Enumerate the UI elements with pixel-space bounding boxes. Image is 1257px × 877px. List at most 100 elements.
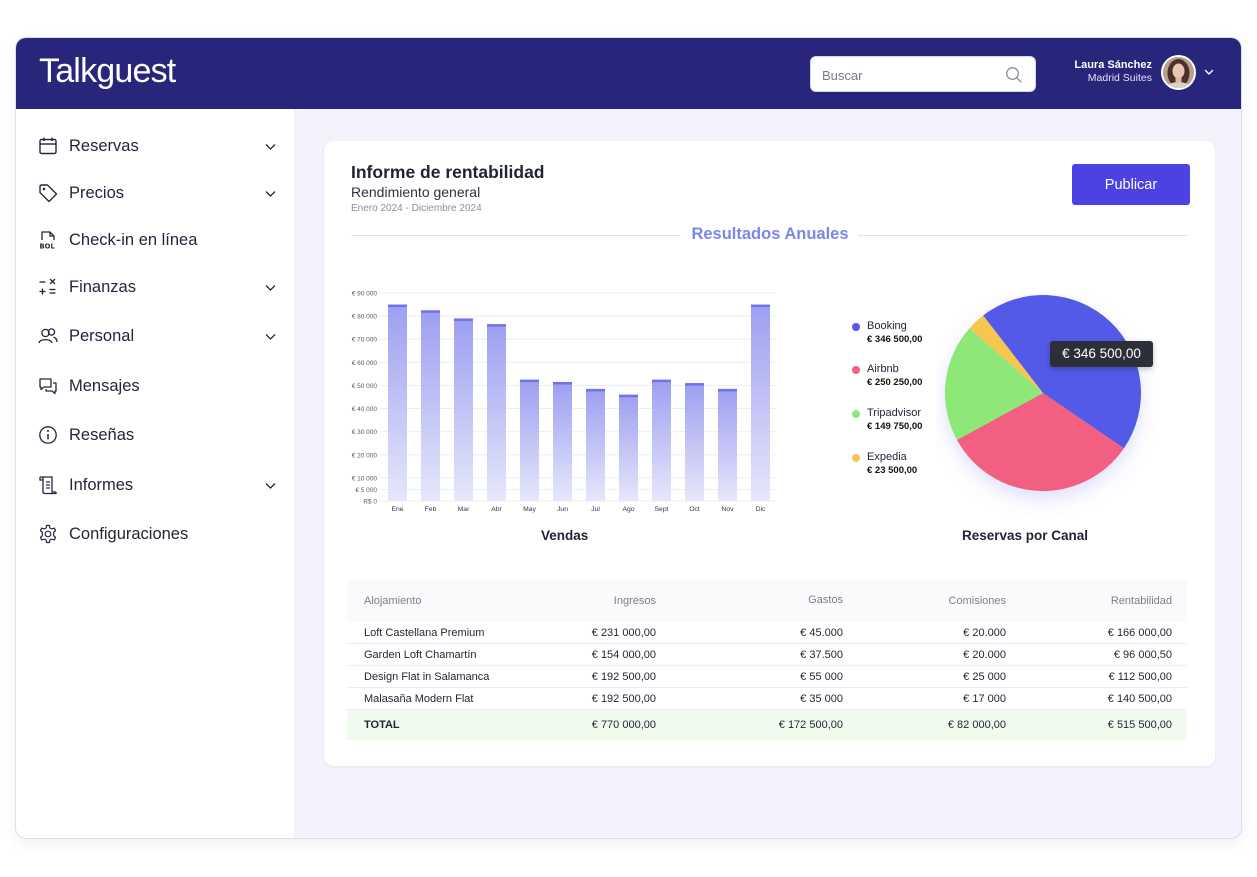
cell-alojamiento: Design Flat in Salamanca bbox=[364, 671, 490, 683]
column-header-gastos[interactable]: Gastos bbox=[808, 594, 843, 606]
cell-comisiones: € 25 000 bbox=[963, 671, 1006, 683]
pie-slices bbox=[945, 295, 1141, 491]
publish-button[interactable]: Publicar bbox=[1072, 164, 1190, 205]
y-tick-label: € 30 000 bbox=[352, 429, 378, 436]
calendar-icon bbox=[39, 137, 57, 155]
sidebar-item-mensajes[interactable]: Mensajes bbox=[38, 371, 280, 401]
tag-icon bbox=[39, 184, 58, 203]
chevron-down-icon[interactable] bbox=[1203, 66, 1215, 78]
column-header-comisiones[interactable]: Comisiones bbox=[948, 595, 1006, 607]
pie-slice-booking[interactable] bbox=[983, 295, 1141, 449]
y-tick-label: € 90 000 bbox=[352, 291, 378, 298]
y-tick-label: R$ 0 bbox=[363, 499, 377, 506]
y-tick-label: € 60 000 bbox=[352, 360, 378, 367]
bar-cap bbox=[487, 324, 506, 327]
sidebar-item-checkin[interactable]: BOL Check-in en línea bbox=[38, 225, 280, 255]
bar-oct[interactable] bbox=[685, 383, 704, 501]
sidebar-item-precios[interactable]: Precios bbox=[38, 178, 280, 208]
user-info[interactable]: Laura Sánchez Madrid Suites bbox=[1074, 59, 1152, 85]
legend-label: Tripadvisor bbox=[867, 407, 921, 419]
legend-dot bbox=[852, 366, 860, 374]
sidebar-item-reservas[interactable]: Reservas bbox=[38, 131, 280, 161]
x-tick-label: Dic bbox=[756, 506, 766, 513]
table-row[interactable]: Loft Castellana Premium € 231 000,00 € 4… bbox=[347, 622, 1187, 644]
bar-abr[interactable] bbox=[487, 324, 506, 501]
search-icon[interactable] bbox=[1005, 66, 1023, 84]
document-bol-icon: BOL bbox=[40, 231, 55, 250]
bar-dic[interactable] bbox=[751, 304, 770, 501]
y-tick-label: € 50 000 bbox=[352, 383, 378, 390]
cell-rentabilidad: € 140 500,00 bbox=[1107, 693, 1172, 705]
bar-sept[interactable] bbox=[652, 379, 671, 501]
cell-ingresos: € 154 000,00 bbox=[591, 649, 656, 661]
chevron-down-icon[interactable] bbox=[264, 281, 277, 294]
page-subtitle: Rendimiento general bbox=[351, 184, 481, 200]
sidebar-item-label: Reseñas bbox=[69, 426, 135, 444]
sales-bar-chart: R$ 0 € 5 000 € 10 000 € 20 000 € 30 000 € 40 … bbox=[352, 291, 776, 513]
y-tick-label: € 5 000 bbox=[355, 487, 377, 494]
pie-slice-airbnb[interactable] bbox=[956, 393, 1124, 491]
table-total-row: TOTAL € 770 000,00 € 172 500,00 € 82 000… bbox=[347, 710, 1187, 740]
pie-slice-expedia[interactable] bbox=[969, 315, 1043, 393]
chevron-down-icon[interactable] bbox=[264, 479, 277, 492]
bar-ago[interactable] bbox=[619, 394, 638, 501]
bar-may[interactable] bbox=[520, 379, 539, 501]
chevron-down-icon[interactable] bbox=[264, 330, 277, 343]
cell-alojamiento: Malasaña Modern Flat bbox=[364, 693, 474, 705]
sidebar-item-personal[interactable]: Personal bbox=[38, 321, 280, 351]
table-row[interactable]: Malasaña Modern Flat € 192 500,00 € 35 0… bbox=[347, 688, 1187, 710]
legend-label: Expedia bbox=[867, 451, 907, 463]
pie-slice-tripadvisor[interactable] bbox=[945, 328, 1043, 440]
sidebar: Reservas Precios BOL Check-in en línea bbox=[16, 109, 294, 838]
divider bbox=[858, 235, 1188, 236]
avatar[interactable] bbox=[1161, 55, 1196, 90]
calculator-icon bbox=[39, 278, 56, 295]
bar-nov[interactable] bbox=[718, 388, 737, 501]
bar-jun[interactable] bbox=[553, 381, 572, 501]
cell-alojamiento: Garden Loft Chamartín bbox=[364, 649, 477, 661]
report-card: Informe de rentabilidad Rendimiento gene… bbox=[324, 141, 1215, 766]
table-row[interactable]: Design Flat in Salamanca € 192 500,00 € … bbox=[347, 666, 1187, 688]
bar-ene[interactable] bbox=[388, 304, 407, 501]
report-icon bbox=[39, 476, 57, 495]
bar-mar[interactable] bbox=[454, 318, 473, 501]
cell-comisiones: € 17 000 bbox=[963, 693, 1006, 705]
x-tick-label: Oct bbox=[689, 506, 700, 513]
bar-feb[interactable] bbox=[421, 310, 440, 501]
cell-alojamiento: Loft Castellana Premium bbox=[364, 627, 485, 639]
search-input[interactable] bbox=[822, 65, 992, 85]
sidebar-item-resenas[interactable]: Reseñas bbox=[38, 420, 280, 450]
column-header-ingresos[interactable]: Ingresos bbox=[613, 595, 656, 607]
x-tick-label: Abr bbox=[491, 506, 502, 513]
chevron-down-icon[interactable] bbox=[264, 140, 277, 153]
column-header-alojamiento[interactable]: Alojamiento bbox=[364, 595, 422, 607]
x-tick-label: Ago bbox=[622, 506, 634, 513]
x-tick-label: Mar bbox=[458, 506, 470, 513]
app-logo[interactable]: Talkguest bbox=[39, 52, 176, 90]
y-tick-label: € 70 000 bbox=[352, 337, 378, 344]
sidebar-item-configuraciones[interactable]: Configuraciones bbox=[38, 519, 280, 549]
legend-dot bbox=[852, 454, 860, 462]
legend-dot bbox=[852, 410, 860, 418]
x-tick-label: Ene bbox=[391, 506, 403, 513]
cell-comisiones: € 20.000 bbox=[963, 627, 1006, 639]
y-tick-label: € 80 000 bbox=[352, 314, 378, 321]
x-tick-label: May bbox=[523, 506, 536, 513]
sidebar-item-finanzas[interactable]: Finanzas bbox=[38, 272, 280, 302]
bar-cap bbox=[388, 304, 407, 308]
info-icon bbox=[39, 426, 57, 444]
x-tick-label: Sept bbox=[655, 506, 669, 513]
bar-jul[interactable] bbox=[586, 388, 605, 501]
y-tick-label: € 10 000 bbox=[352, 475, 378, 482]
table-row[interactable]: Garden Loft Chamartín € 154 000,00 € 37.… bbox=[347, 644, 1187, 666]
sidebar-item-informes[interactable]: Informes bbox=[38, 470, 280, 500]
column-header-rentabilidad[interactable]: Rentabilidad bbox=[1110, 595, 1172, 607]
sidebar-item-label: Precios bbox=[69, 184, 125, 202]
section-title: Resultados Anuales bbox=[691, 225, 849, 243]
table-header: Alojamiento Ingresos Gastos Comisiones R… bbox=[347, 580, 1187, 622]
sidebar-item-label: Reservas bbox=[69, 137, 139, 155]
sidebar-item-label: Configuraciones bbox=[69, 525, 189, 543]
chevron-down-icon[interactable] bbox=[264, 187, 277, 200]
search-box[interactable] bbox=[810, 56, 1036, 92]
x-tick-label: Nov bbox=[721, 506, 734, 513]
